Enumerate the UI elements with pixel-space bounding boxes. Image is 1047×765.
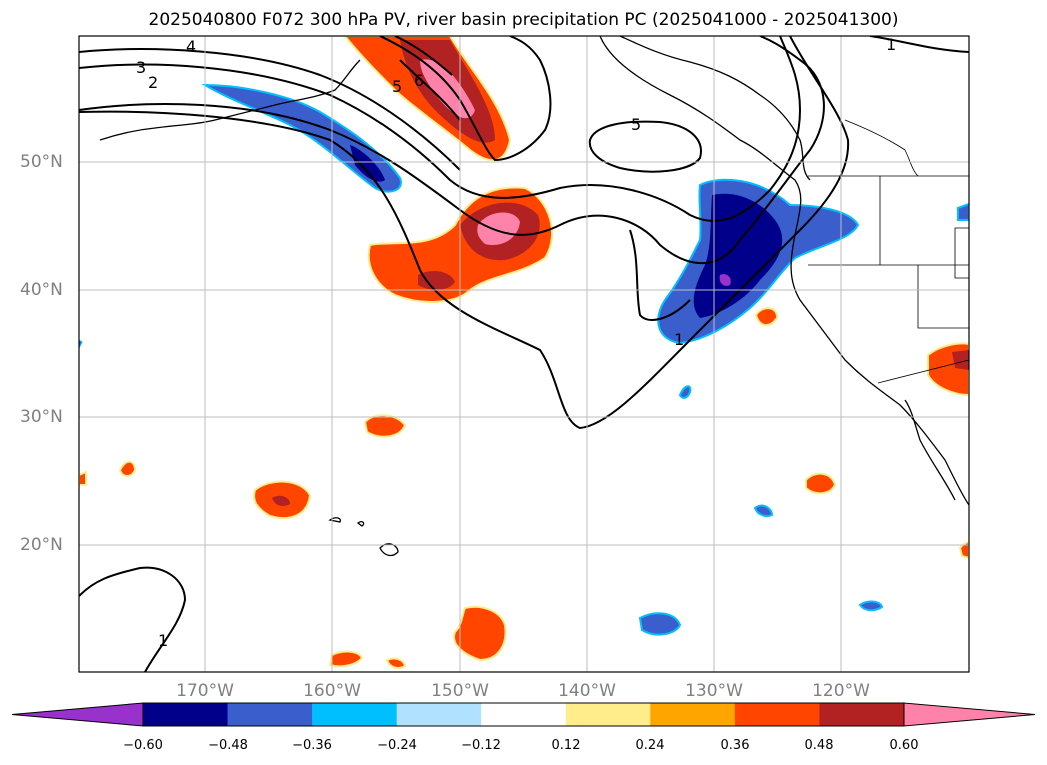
- pv-contour-1c: [869, 36, 969, 53]
- lon-label: 170°W: [176, 681, 234, 701]
- colorbar-tick: −0.12: [461, 738, 501, 753]
- anomaly-small-1: [363, 414, 407, 438]
- contour-label: 5: [631, 115, 641, 134]
- pv-contour-1b: [79, 566, 187, 672]
- coastlines: [99, 36, 969, 557]
- lon-label: 150°W: [431, 681, 489, 701]
- contour-label: 1: [674, 330, 684, 349]
- pv-contour-5b: [379, 36, 552, 162]
- contour-label: 5: [392, 77, 402, 96]
- lat-label: 20°N: [20, 535, 63, 555]
- pv-contour-6: [394, 36, 453, 76]
- colorbar-tick: 0.12: [551, 738, 581, 753]
- contour-label: 6: [414, 71, 424, 90]
- pv-contour-4: [79, 48, 461, 171]
- contour-label: 1: [158, 631, 168, 650]
- graticule: [79, 36, 969, 672]
- map-frame: [78, 35, 970, 673]
- lon-label: 120°W: [812, 681, 870, 701]
- lat-label: 40°N: [20, 280, 63, 300]
- lat-label: 50°N: [20, 152, 63, 172]
- pv-contour-5c: [399, 59, 461, 121]
- colorbar-tick: 0.36: [720, 738, 750, 753]
- contour-labels: 4 3 2 5 6 5 1 1 1: [136, 35, 896, 650]
- contour-label: 2: [148, 73, 158, 92]
- contour-label: 1: [886, 35, 896, 54]
- colorbar-tick: −0.24: [377, 738, 417, 753]
- political-borders: [808, 119, 969, 384]
- lat-label: 30°N: [20, 407, 63, 427]
- map-title: 2025040800 F072 300 hPa PV, river basin …: [148, 10, 899, 30]
- pv-contour-5a: [588, 120, 702, 173]
- colorbar-tick: −0.36: [292, 738, 332, 753]
- pv-contour-2: [79, 36, 825, 265]
- colorbar-tick: 0.48: [804, 738, 834, 753]
- pv-contour-1d: [629, 229, 691, 321]
- colorbar-tick: 0.24: [635, 738, 665, 753]
- colorbar-tick: −0.48: [208, 738, 248, 753]
- map-background: [79, 36, 969, 672]
- lon-label: 130°W: [685, 681, 743, 701]
- colorbar-tick: −0.60: [123, 738, 163, 753]
- contour-label: 3: [136, 58, 146, 77]
- anomaly-aleutians: [201, 83, 402, 193]
- contour-label: 4: [186, 37, 196, 56]
- pv-contour-3: [79, 36, 802, 222]
- lon-label: 140°W: [558, 681, 616, 701]
- colorbar-tick: 0.60: [889, 738, 919, 753]
- lon-label: 160°W: [303, 681, 361, 701]
